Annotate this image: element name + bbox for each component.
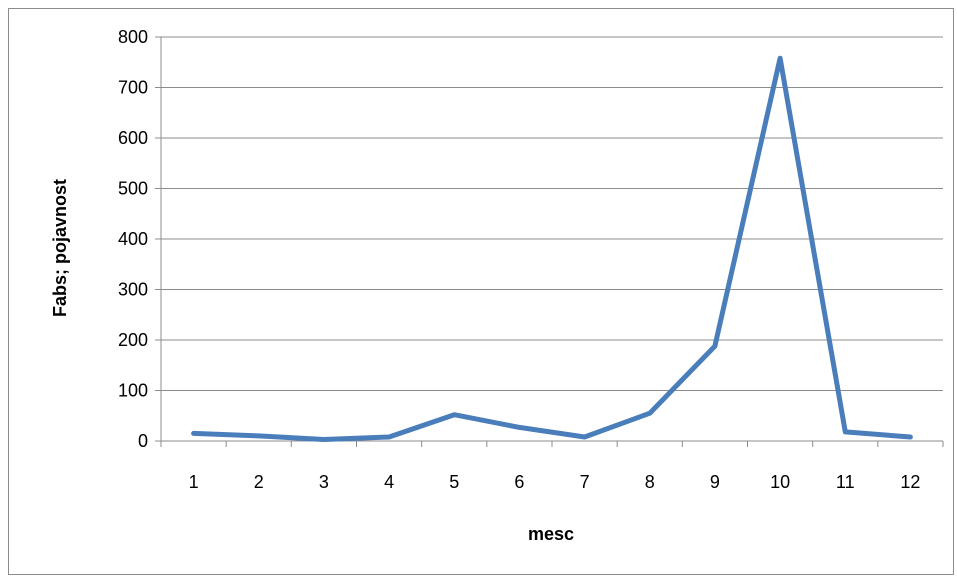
y-tick-label: 100 [118,381,148,401]
x-tick-label: 8 [645,472,655,492]
y-tick-label: 0 [138,431,148,451]
y-tick-label: 600 [118,128,148,148]
axes [155,37,943,447]
series [193,58,910,439]
x-tick-label: 9 [710,472,720,492]
y-tick-label: 500 [118,179,148,199]
y-tick-label: 200 [118,330,148,350]
gridlines [161,37,943,391]
x-tick-label: 6 [514,472,524,492]
y-tick-label: 700 [118,78,148,98]
x-tick-label: 7 [580,472,590,492]
x-tick-label: 12 [900,472,920,492]
series-line [194,58,911,439]
y-tick-label: 800 [118,27,148,47]
x-tick-label: 2 [254,472,264,492]
x-tick-label: 4 [384,472,394,492]
y-tick-label: 400 [118,229,148,249]
y-tick-labels: 0 100 200 300 400 500 600 700 800 [118,27,148,451]
x-axis-title: mesc [528,524,574,544]
y-axis-title: Fabs; pojavnost [50,179,70,317]
x-tick-label: 5 [449,472,459,492]
x-tick-label: 3 [319,472,329,492]
y-tick-label: 300 [118,280,148,300]
x-tick-label: 1 [189,472,199,492]
x-tick-label: 10 [770,472,790,492]
x-tick-label: 11 [836,472,855,492]
